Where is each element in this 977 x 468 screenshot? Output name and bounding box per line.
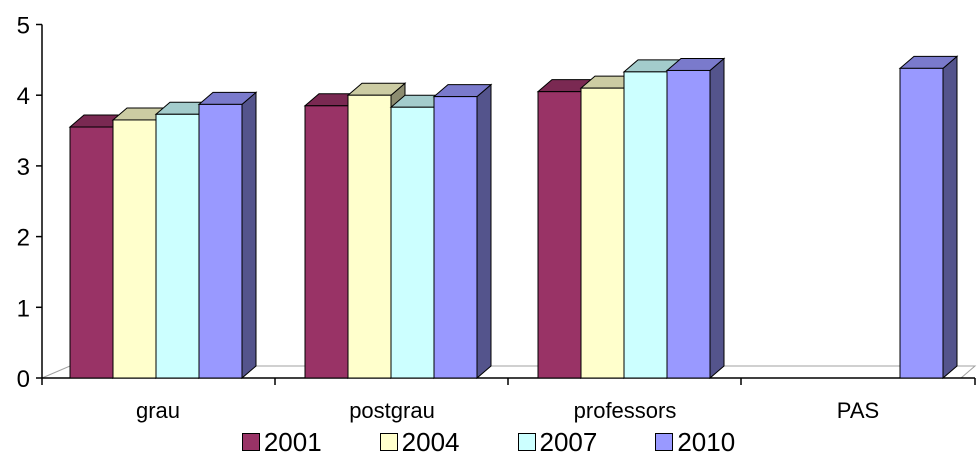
legend-swatch [379,433,398,451]
x-category-label: postgrau [349,398,435,423]
bars-layer [68,55,959,380]
x-category-label: PAS [837,398,879,423]
x-category-label: professors [574,398,677,423]
legend-swatch [241,433,260,451]
bar-2010-professors [665,57,726,380]
bar-front-face [537,91,582,379]
bar-side-face [241,91,257,380]
bar-2010-postgrau [432,83,493,380]
bar-front-face [433,96,478,379]
bar-front-face [390,106,435,379]
bar-front-face [623,71,668,379]
x-category-label: grau [136,398,180,423]
bar-front-face [155,113,200,379]
bar-side-face [942,55,958,380]
y-tick-label: 0 [17,366,30,393]
y-tick-label: 1 [17,295,30,322]
chart-legend: 2001 2004 2007 2010 [0,422,977,462]
bar-2010-PAS [898,55,959,380]
bar-front-face [69,126,114,379]
legend-label: 2004 [401,427,460,457]
legend-label: 2010 [677,427,736,457]
bar-front-face [666,69,711,379]
bar-front-face [580,87,625,379]
bar-front-face [198,103,243,379]
bar-front-face [899,67,944,379]
bar-side-face [709,57,725,380]
y-tick-label: 5 [17,13,30,40]
bar-side-face [476,83,492,380]
legend-item-2007: 2007 [517,427,598,457]
labels-layer: 0 1 2 3 4 5 grau postgrau professors PAS [17,13,880,424]
legend-item-2004: 2004 [379,427,460,457]
legend-item-2010: 2010 [655,429,735,455]
legend-item-2001: 2001 [241,427,322,457]
bar-front-face [304,105,349,379]
bar-front-face [112,119,157,379]
y-tick-label: 2 [17,225,30,252]
legend-swatch [517,433,536,451]
legend-label: 2007 [539,427,598,457]
axis-layer [36,23,977,385]
y-tick-label: 3 [17,154,30,181]
legend-swatch [655,433,674,451]
y-tick-label: 4 [17,83,30,110]
bar-2010-grau [197,91,258,380]
legend-label: 2001 [263,427,322,457]
bar-front-face [347,94,392,379]
